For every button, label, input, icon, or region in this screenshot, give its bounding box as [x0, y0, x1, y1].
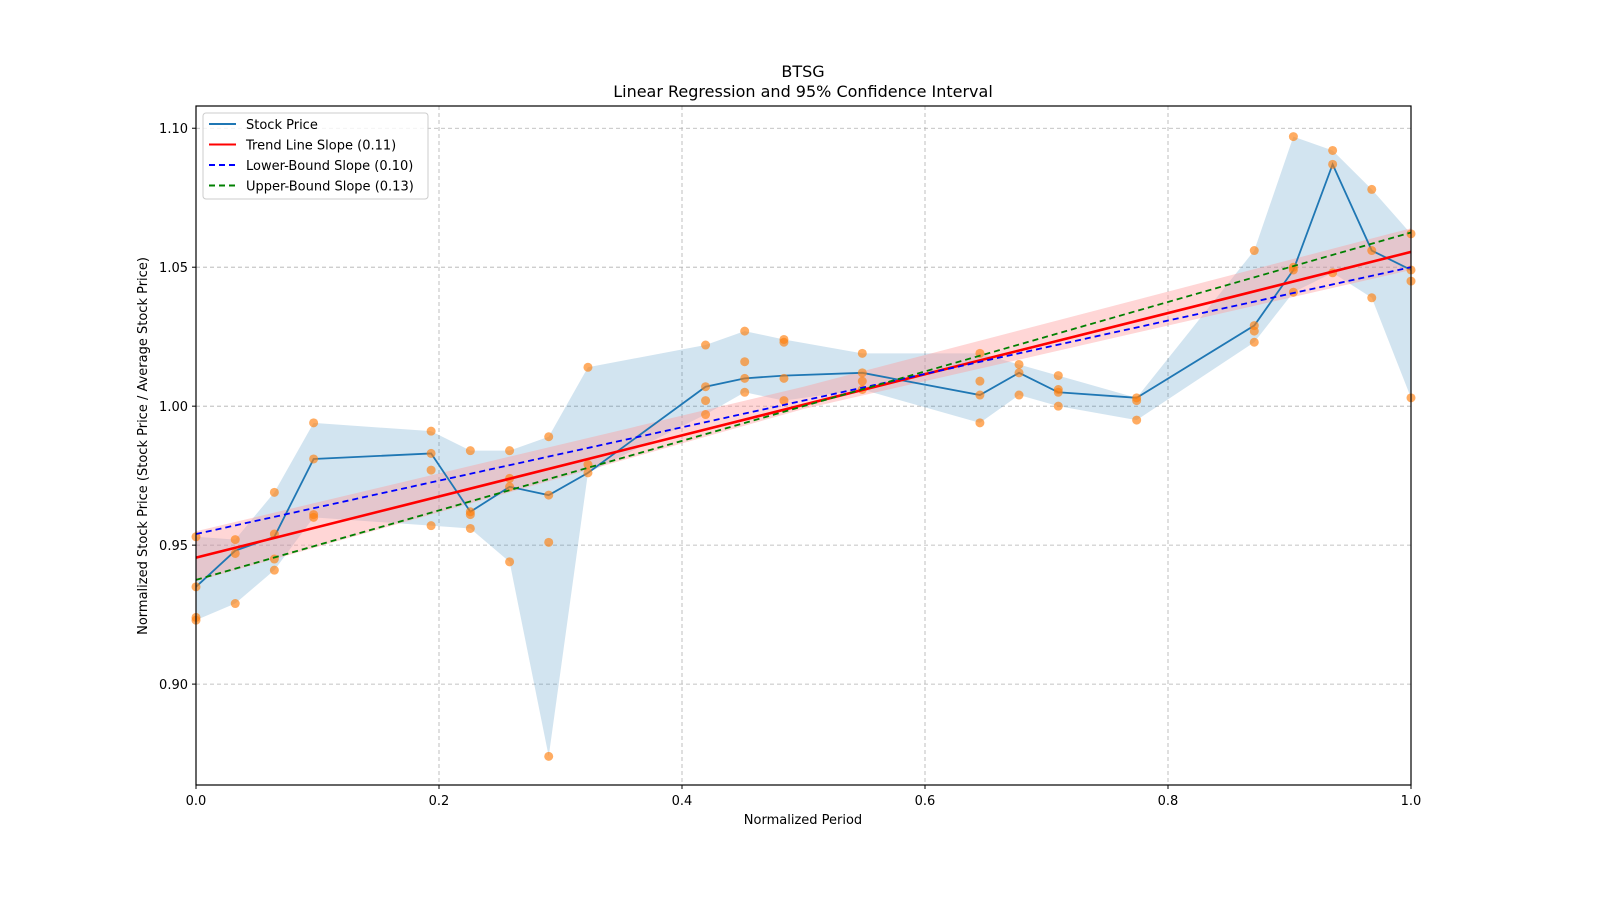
- price-point: [465, 510, 475, 520]
- price-point: [740, 357, 750, 367]
- y-tick-label: 1.05: [159, 261, 188, 276]
- price-point: [1367, 184, 1377, 194]
- lower-bound-line: [195, 266, 1412, 535]
- price-point: [544, 432, 554, 442]
- price-point: [505, 482, 515, 492]
- y-tick-label: 0.90: [159, 678, 188, 693]
- price-point: [740, 387, 750, 397]
- price-point: [1014, 390, 1024, 400]
- price-point: [1328, 159, 1338, 169]
- price-point: [1367, 246, 1377, 256]
- chart-title: BTSG: [781, 62, 824, 81]
- price-point: [740, 326, 750, 336]
- price-point: [465, 446, 475, 456]
- y-tick-label: 1.10: [159, 122, 188, 137]
- trend-line: [195, 250, 1412, 559]
- price-point: [230, 548, 240, 558]
- price-point: [1367, 293, 1377, 303]
- price-point: [269, 487, 279, 497]
- price-point: [1132, 396, 1142, 406]
- price-point: [857, 376, 867, 386]
- legend-label: Upper-Bound Slope (0.13): [246, 180, 414, 195]
- x-tick-label: 0.0: [186, 794, 207, 809]
- price-point: [505, 446, 515, 456]
- price-point: [1288, 265, 1298, 275]
- price-point: [1053, 401, 1063, 411]
- price-point: [1249, 326, 1259, 336]
- price-point: [975, 418, 985, 428]
- price-point: [701, 410, 711, 420]
- price-point: [309, 418, 319, 428]
- price-point: [701, 340, 711, 350]
- price-point: [309, 454, 319, 464]
- range-band-layer: [196, 136, 1411, 757]
- price-point: [544, 490, 554, 500]
- price-point: [1053, 387, 1063, 397]
- scatter-layer: [191, 132, 1416, 761]
- price-point: [857, 348, 867, 358]
- price-point: [309, 512, 319, 522]
- chart-subtitle: Linear Regression and 95% Confidence Int…: [613, 82, 993, 101]
- price-point: [583, 362, 593, 372]
- price-point: [544, 537, 554, 547]
- price-point: [465, 523, 475, 533]
- x-tick-label: 0.2: [429, 794, 450, 809]
- price-point: [426, 521, 436, 531]
- price-point: [1053, 371, 1063, 381]
- price-point: [701, 382, 711, 392]
- price-point: [269, 565, 279, 575]
- price-point: [975, 376, 985, 386]
- price-point: [1132, 415, 1142, 425]
- x-tick-label: 0.4: [672, 794, 693, 809]
- y-axis-ticks: 0.90 0.95 1.00 1.05 1.10: [159, 122, 196, 693]
- price-point: [1249, 337, 1259, 347]
- y-tick-label: 0.95: [159, 539, 188, 554]
- price-point: [779, 337, 789, 347]
- price-point: [426, 448, 436, 458]
- price-range-band: [196, 136, 1411, 757]
- price-point: [740, 373, 750, 383]
- x-tick-label: 0.8: [1158, 794, 1179, 809]
- legend: Stock Price Trend Line Slope (0.11) Lower-…: [202, 112, 429, 200]
- price-point: [544, 751, 554, 761]
- price-point: [230, 535, 240, 545]
- price-point: [1014, 368, 1024, 378]
- price-point: [975, 390, 985, 400]
- legend-label: Trend Line Slope (0.11): [245, 139, 396, 154]
- price-point: [857, 368, 867, 378]
- y-axis-label: Normalized Stock Price (Stock Price / Av…: [136, 257, 151, 635]
- x-axis-label: Normalized Period: [744, 813, 862, 828]
- x-tick-label: 0.6: [915, 794, 936, 809]
- price-point: [701, 396, 711, 406]
- y-tick-label: 1.00: [159, 400, 188, 415]
- price-point: [779, 396, 789, 406]
- price-point: [426, 426, 436, 436]
- legend-frame: [202, 112, 429, 200]
- upper-bound-line: [195, 231, 1412, 581]
- legend-label: Lower-Bound Slope (0.10): [246, 159, 413, 174]
- x-tick-label: 1.0: [1401, 794, 1422, 809]
- price-point: [1288, 132, 1298, 142]
- price-point: [426, 465, 436, 475]
- price-point: [505, 557, 515, 567]
- price-point: [583, 468, 593, 478]
- price-point: [230, 599, 240, 609]
- price-point: [1328, 145, 1338, 155]
- price-point: [1014, 359, 1024, 369]
- plot-frame: [195, 105, 1412, 786]
- regression-lines-layer: [195, 231, 1412, 581]
- price-point: [779, 373, 789, 383]
- price-point: [1249, 246, 1259, 256]
- x-axis-ticks: 0.0 0.2 0.4 0.6 0.8 1.0: [186, 785, 1422, 809]
- legend-label: Stock Price: [246, 118, 318, 133]
